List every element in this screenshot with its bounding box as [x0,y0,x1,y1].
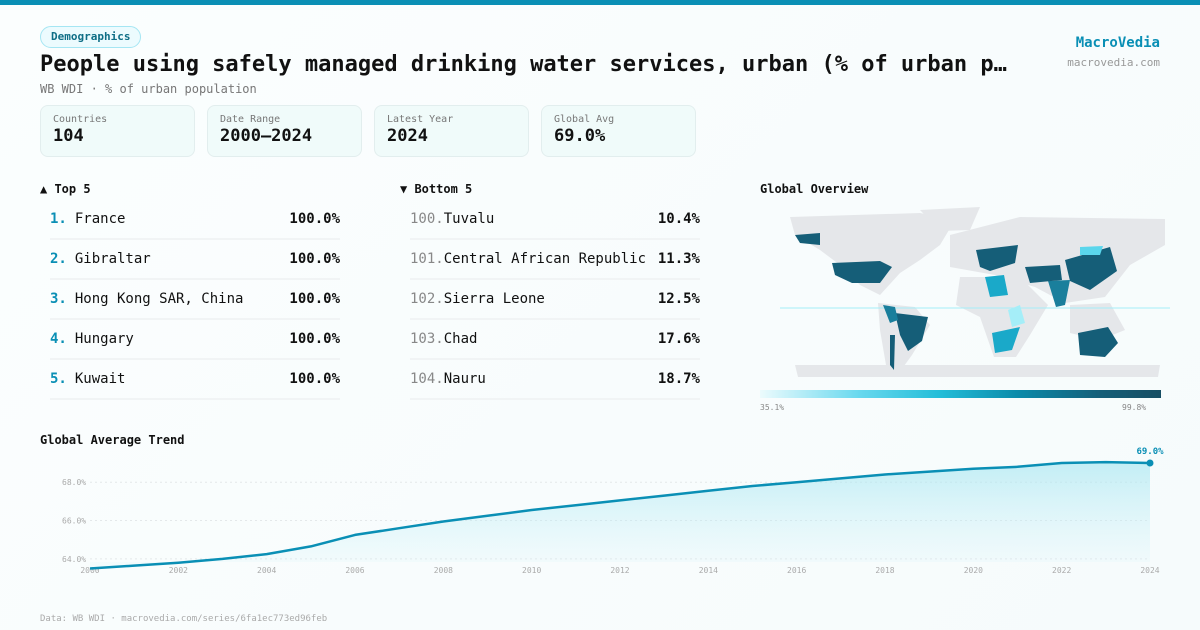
stat-label: Countries [53,114,108,125]
top-accent-bar [0,0,1200,5]
ranking-row[interactable]: 2. Gibraltar 100.0% [50,240,340,280]
x-tick-label: 2012 [610,566,629,575]
brand[interactable]: MacroVedia macrovedia.com [1067,35,1160,69]
scale-max-label: 99.8% [1122,403,1147,412]
bottom5-heading: ▼ Bottom 5 [400,182,473,196]
ranking-row[interactable]: 103. Chad 17.6% [410,320,700,360]
x-tick-label: 2014 [699,566,718,575]
ranking-row[interactable]: 3. Hong Kong SAR, China 100.0% [50,280,340,320]
top5-heading: ▲ Top 5 [40,182,91,196]
ranking-row[interactable]: 100. Tuvalu 10.4% [410,200,700,240]
stat-label: Global Avg [554,114,615,125]
country-value: 11.3% [657,251,700,267]
rank-number: 3. [50,291,67,307]
rank-number: 4. [50,331,67,347]
ranking-row[interactable]: 101. Central African Republic 11.3% [410,240,700,280]
country-name: Sierra Leone [443,291,545,307]
x-tick-label: 2016 [787,566,806,575]
ranking-row[interactable]: 102. Sierra Leone 12.5% [410,280,700,320]
stat-countries: Countries 104 [40,105,195,157]
country-value: 100.0% [289,371,340,387]
stat-value: 69.0% [554,126,606,146]
x-tick-label: 2004 [257,566,276,575]
rank-number: 1. [50,211,67,227]
country-value: 100.0% [289,211,340,227]
color-scale-bar [760,390,1161,398]
stat-global-avg: Global Avg 69.0% [541,105,696,157]
country-name: Nauru [443,371,486,387]
world-map[interactable] [780,205,1170,380]
y-tick-label: 66.0% [62,517,86,526]
x-tick-label: 2024 [1140,566,1159,575]
x-tick-label: 2002 [169,566,188,575]
scale-min-label: 35.1% [760,403,785,412]
map-title: Global Overview [760,182,869,196]
x-tick-label: 2010 [522,566,541,575]
rank-number: 2. [50,251,67,267]
x-tick-label: 2000 [80,566,99,575]
page-title: People using safely managed drinking wat… [40,52,1015,77]
x-tick-label: 2020 [964,566,983,575]
stat-label: Latest Year [387,114,454,125]
stat-value: 2024 [387,126,428,146]
stat-latest-year: Latest Year 2024 [374,105,529,157]
ranking-row[interactable]: 4. Hungary 100.0% [50,320,340,360]
country-name: Gibraltar [74,251,151,267]
trend-title: Global Average Trend [40,433,185,447]
country-value: 100.0% [289,331,340,347]
stat-value: 2000–2024 [220,126,313,146]
trend-chart: 64.0% 66.0% 68.0% 2000 2002 2004 2006 2008 2010 2… [62,447,1164,575]
data-point [1146,459,1154,467]
country-value: 100.0% [289,251,340,267]
rank-number: 5. [50,371,67,387]
country-value: 12.5% [657,291,700,307]
top5-list: 1. France 100.0% 2. Gibraltar 100.0% 3. Hong Ko… [50,200,340,400]
x-tick-label: 2006 [345,566,364,575]
x-tick-label: 2008 [434,566,453,575]
country-name: France [74,211,126,227]
choropleth-countries[interactable] [795,233,1118,370]
country-name: Chad [443,331,478,347]
country-value: 100.0% [289,291,340,307]
ranking-row[interactable]: 104. Nauru 18.7% [410,360,700,400]
stat-value: 104 [53,126,84,146]
stat-date-range: Date Range 2000–2024 [207,105,362,157]
stat-label: Date Range [220,114,281,125]
footer-source: Data: WB WDI · macrovedia.com/series/6fa… [40,614,328,624]
y-tick-label: 68.0% [62,478,86,487]
country-name: Hong Kong SAR, China [74,291,244,307]
rank-number: 103. [410,331,444,347]
brand-name: MacroVedia [1075,35,1160,51]
y-tick-label: 64.0% [62,555,86,564]
rank-number: 104. [410,371,444,387]
ranking-row[interactable]: 5. Kuwait 100.0% [50,360,340,400]
x-tick-label: 2022 [1052,566,1071,575]
trend-line [89,460,1151,570]
trend-area [90,462,1150,569]
subtitle: WB WDI · % of urban population [40,82,257,96]
rank-number: 100. [410,211,444,227]
last-value-label: 69.0% [1136,447,1164,457]
ranking-row[interactable]: 1. France 100.0% [50,200,340,240]
country-name: Hungary [74,331,134,347]
category-badge[interactable]: Demographics [40,26,142,48]
stats-row: Countries 104 Date Range 2000–2024 Latest … [40,105,696,157]
country-name: Tuvalu [443,211,495,227]
x-tick-label: 2018 [875,566,894,575]
country-value: 10.4% [657,211,700,227]
country-name: Central African Republic [443,251,647,267]
country-value: 17.6% [657,331,700,347]
rank-number: 101. [410,251,444,267]
country-name: Kuwait [74,371,126,387]
bottom5-list: 100. Tuvalu 10.4% 101. Central African Repub… [410,200,700,400]
brand-url: macrovedia.com [1067,56,1160,69]
rank-number: 102. [410,291,444,307]
country-value: 18.7% [657,371,700,387]
